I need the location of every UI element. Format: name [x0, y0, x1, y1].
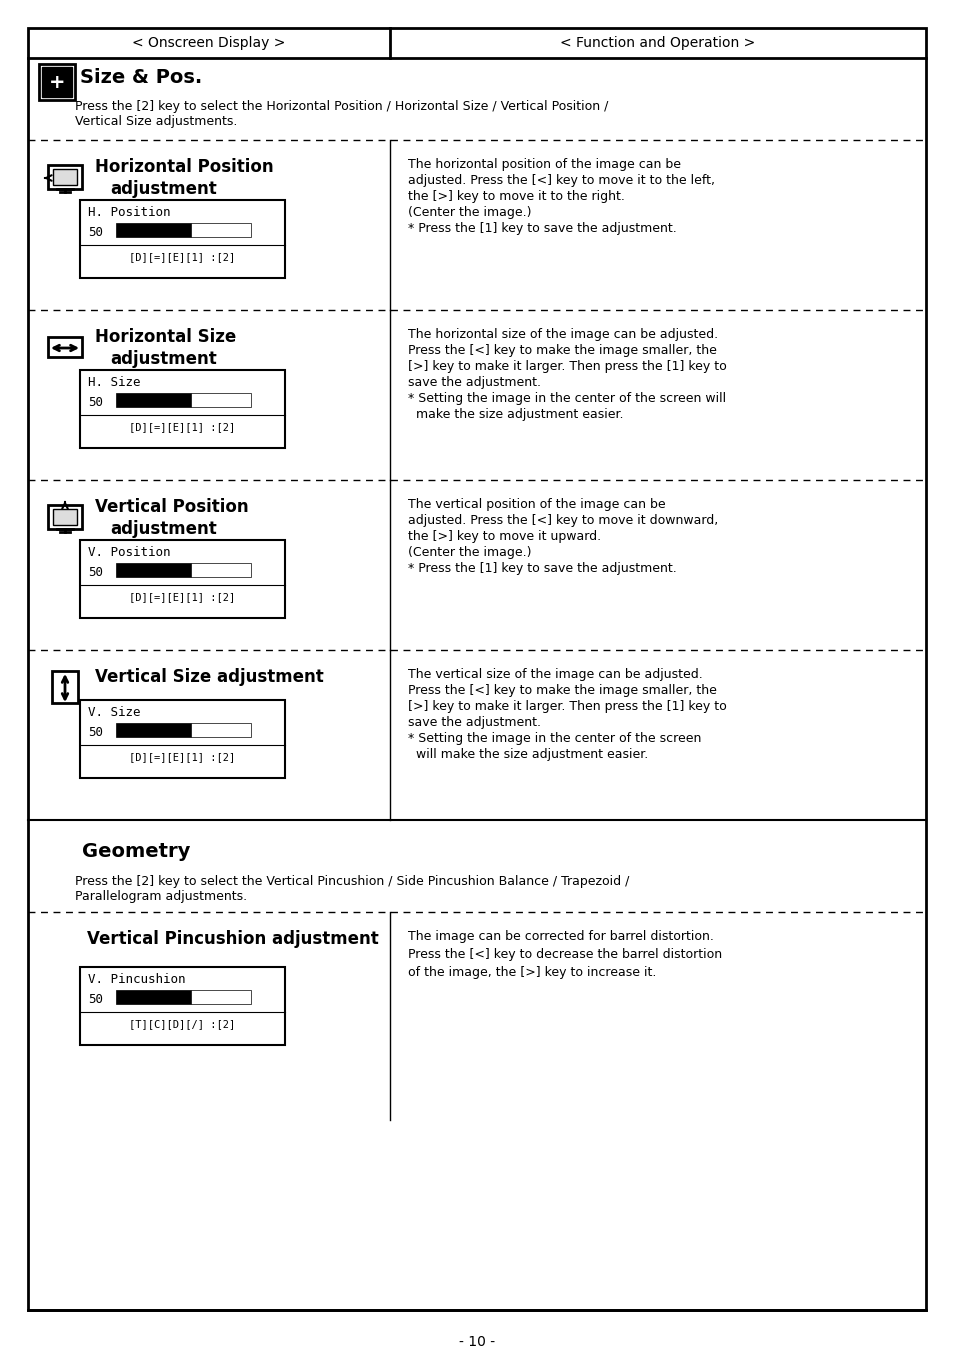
Text: +: +	[49, 73, 65, 92]
Text: [>] key to make it larger. Then press the [1] key to: [>] key to make it larger. Then press th…	[408, 700, 726, 713]
Text: [T][C][D][/] :[2]: [T][C][D][/] :[2]	[130, 1018, 235, 1029]
Text: * Setting the image in the center of the screen will: * Setting the image in the center of the…	[408, 392, 725, 405]
Bar	[191, 393, 251, 407]
Text: save the adjustment.: save the adjustment.	[408, 717, 540, 729]
Text: the [>] key to move it upward.: the [>] key to move it upward.	[408, 529, 600, 543]
Polygon shape	[44, 473, 57, 497]
Bar	[80, 700, 285, 779]
Bar	[39, 65, 75, 100]
Text: [D][=][E][1] :[2]: [D][=][E][1] :[2]	[130, 422, 235, 432]
Bar	[191, 723, 251, 737]
Bar	[48, 505, 82, 529]
Bar	[42, 67, 71, 97]
Text: [D][=][E][1] :[2]: [D][=][E][1] :[2]	[130, 252, 235, 263]
Text: V. Size: V. Size	[88, 706, 140, 719]
Bar	[116, 723, 191, 737]
Text: [D][=][E][1] :[2]: [D][=][E][1] :[2]	[130, 591, 235, 602]
Text: Vertical Size adjustment: Vertical Size adjustment	[95, 668, 323, 686]
Text: * Setting the image in the center of the screen: * Setting the image in the center of the…	[408, 731, 700, 745]
Text: Horizontal Position: Horizontal Position	[95, 158, 274, 176]
Bar	[80, 199, 285, 277]
Text: V. Pincushion: V. Pincushion	[88, 973, 185, 986]
Text: The vertical size of the image can be adjusted.: The vertical size of the image can be ad…	[408, 668, 702, 682]
Text: (Center the image.): (Center the image.)	[408, 546, 531, 559]
Text: - 10 -: - 10 -	[458, 1335, 495, 1347]
Text: Press the [2] key to select the Horizontal Position / Horizontal Size / Vertical: Press the [2] key to select the Horizont…	[75, 100, 608, 128]
Text: The horizontal size of the image can be adjusted.: The horizontal size of the image can be …	[408, 329, 718, 341]
Text: will make the size adjustment easier.: will make the size adjustment easier.	[408, 748, 648, 761]
Text: * Press the [1] key to save the adjustment.: * Press the [1] key to save the adjustme…	[408, 562, 676, 575]
Bar	[116, 563, 191, 577]
Text: Vertical Pincushion adjustment: Vertical Pincushion adjustment	[87, 929, 378, 948]
Text: Press the [<] key to make the image smaller, the: Press the [<] key to make the image smal…	[408, 343, 716, 357]
Text: H. Position: H. Position	[88, 206, 171, 220]
Bar	[48, 337, 82, 357]
Bar	[191, 224, 251, 237]
Bar	[80, 370, 285, 449]
Polygon shape	[57, 473, 70, 497]
Bar	[53, 509, 77, 525]
Text: < Function and Operation >: < Function and Operation >	[559, 36, 755, 50]
Text: adjustment: adjustment	[110, 180, 216, 198]
Text: save the adjustment.: save the adjustment.	[408, 376, 540, 389]
Text: of the image, the [>] key to increase it.: of the image, the [>] key to increase it…	[408, 966, 656, 979]
Text: 50: 50	[88, 396, 103, 409]
Bar	[116, 393, 191, 407]
Text: Press the [<] key to decrease the barrel distortion: Press the [<] key to decrease the barrel…	[408, 948, 721, 960]
Text: Press the [<] key to make the image smaller, the: Press the [<] key to make the image smal…	[408, 684, 716, 696]
Text: Press the [2] key to select the Vertical Pincushion / Side Pincushion Balance / : Press the [2] key to select the Vertical…	[75, 876, 629, 902]
Text: * Press the [1] key to save the adjustment.: * Press the [1] key to save the adjustme…	[408, 222, 676, 234]
Bar	[48, 164, 82, 189]
Text: adjusted. Press the [<] key to move it to the left,: adjusted. Press the [<] key to move it t…	[408, 174, 714, 187]
Bar	[191, 990, 251, 1004]
Bar	[80, 540, 285, 618]
Text: [>] key to make it larger. Then press the [1] key to: [>] key to make it larger. Then press th…	[408, 360, 726, 373]
Text: V. Position: V. Position	[88, 546, 171, 559]
Text: [D][=][E][1] :[2]: [D][=][E][1] :[2]	[130, 752, 235, 762]
Text: The vertical position of the image can be: The vertical position of the image can b…	[408, 498, 665, 511]
Text: the [>] key to move it to the right.: the [>] key to move it to the right.	[408, 190, 624, 203]
Text: (Center the image.): (Center the image.)	[408, 206, 531, 220]
Text: The horizontal position of the image can be: The horizontal position of the image can…	[408, 158, 680, 171]
Text: Horizontal Size: Horizontal Size	[95, 329, 236, 346]
Text: The image can be corrected for barrel distortion.: The image can be corrected for barrel di…	[408, 929, 713, 943]
Polygon shape	[47, 388, 83, 412]
Bar	[116, 224, 191, 237]
Bar	[80, 967, 285, 1045]
Text: 50: 50	[88, 566, 103, 579]
Bar	[52, 671, 78, 703]
Text: adjustment: adjustment	[110, 520, 216, 537]
Bar	[53, 168, 77, 185]
Text: Vertical Position: Vertical Position	[95, 498, 249, 516]
Text: 50: 50	[88, 226, 103, 238]
Text: Geometry: Geometry	[82, 842, 191, 861]
Text: Size & Pos.: Size & Pos.	[80, 67, 202, 88]
Text: < Onscreen Display >: < Onscreen Display >	[132, 36, 285, 50]
Text: make the size adjustment easier.: make the size adjustment easier.	[408, 408, 623, 422]
Text: adjusted. Press the [<] key to move it downward,: adjusted. Press the [<] key to move it d…	[408, 515, 718, 527]
Bar	[116, 990, 191, 1004]
Text: 50: 50	[88, 993, 103, 1006]
Bar	[191, 563, 251, 577]
Text: adjustment: adjustment	[110, 350, 216, 368]
Text: H. Size: H. Size	[88, 376, 140, 389]
Text: 50: 50	[88, 726, 103, 740]
